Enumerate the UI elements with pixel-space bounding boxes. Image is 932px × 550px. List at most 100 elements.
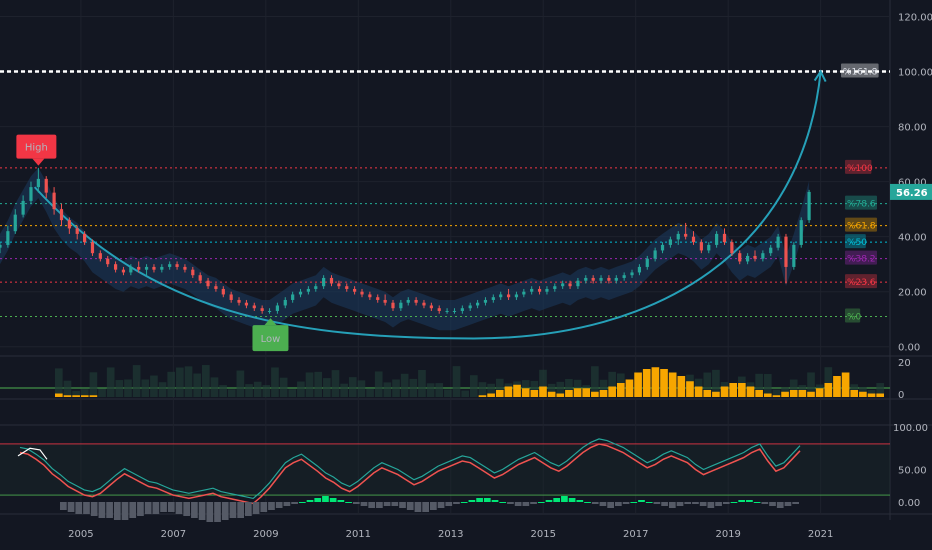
candle-body [561,283,564,286]
chart-root: %161.8 %100 %78.6 %61.8 %50 %38.2 %23.6 %0 High… [0,0,932,550]
hist-bar [345,502,352,503]
candle-body [700,242,703,250]
volume-bg-bar [470,375,478,397]
candle-body [261,308,264,311]
volume-bar [479,395,487,397]
hist-bar [715,502,722,506]
volume-bg-bar [297,382,305,397]
volume-bar [876,394,884,398]
hist-bar [68,502,75,512]
volume-bar [626,380,634,398]
fib-label: %0 [847,312,862,322]
volume-bg-bar [366,388,374,397]
time-axis[interactable]: 2005 2007 2009 2011 2013 2015 2017 2019 2021 [68,529,833,540]
hist-bar [553,498,560,502]
volume-bg-bar [358,380,366,397]
hist-bar [91,502,98,516]
volume-bar [574,388,582,397]
candle-body [753,256,756,259]
chart-svg: %161.8%100%78.6%61.8%50%38.2%23.6%0 High… [0,0,932,550]
volume-bg-bar [107,367,115,397]
volume-bg-bar [55,368,63,397]
volume-bg-bar [323,378,331,397]
candle-body [407,300,410,303]
candle-body [376,297,379,300]
hist-bar [515,502,522,506]
hist-bar [415,502,422,512]
candle-body [76,228,79,234]
volume-bar [868,394,876,398]
candle-body [191,270,194,276]
volume-bg-bar [314,372,322,397]
high-label: High [25,143,48,154]
volume-bar [600,390,608,397]
candle-body [284,300,287,306]
hist-bar [60,502,67,510]
hist-bar [461,502,468,503]
hist-bar [260,502,267,512]
volume-bg-bar [349,377,357,397]
candle-body [530,289,533,292]
volume-bar [678,376,686,397]
volume-bar [556,394,564,398]
candle-body [738,253,741,261]
fib-label: %23.6 [847,278,876,288]
candle-body [599,278,602,281]
hist-bar [222,502,229,520]
candle-body [106,259,109,265]
candle-body [183,267,186,270]
candle-body [630,272,633,275]
time-tick-label: 2019 [715,529,740,540]
candle-body [592,278,595,281]
volume-bg-bar [150,376,158,397]
candle-body [715,234,718,245]
volume-bg-bar [418,370,426,397]
hist-bar [453,502,460,504]
volume-bg-bar [116,380,124,397]
candle-body [168,264,171,267]
hist-bar [723,502,730,504]
hist-bar [353,502,360,504]
candle-body [692,237,695,243]
volume-bg-bar [375,371,383,397]
volume-pane [0,365,890,397]
hist-bar [183,502,190,516]
hist-bar [376,502,383,508]
volume-bg-bar [228,389,236,397]
hist-bar [584,502,591,503]
volume-bg-bar [211,377,219,397]
hist-bar [561,496,568,502]
candle-body [37,179,40,187]
volume-bg-bar [288,389,296,397]
candle-body [29,187,32,201]
candle-body [484,300,487,303]
volume-bar [617,383,625,397]
hist-bar [407,502,414,510]
volume-bar [773,395,781,397]
volume-bg-bar [409,379,417,397]
hist-bar [237,502,244,518]
volume-bar [721,387,729,398]
volume-bar [738,383,746,397]
time-tick-label: 2017 [623,529,648,540]
price-tick-label: 100.00 [898,68,932,79]
candle-body [584,278,587,281]
hist-bar [106,502,113,518]
volume-bar [81,395,89,397]
osc-tick-label: 0.00 [898,498,920,509]
candle-body [68,220,71,228]
price-axis[interactable]: 120.00 100.00 80.00 60.00 40.00 20.00 0.00 56.2… [890,13,932,509]
volume-bar [842,373,850,398]
hist-bar [153,502,160,514]
volume-bg-bar [340,384,348,397]
volume-bg-bar [176,368,184,397]
hist-bar [338,500,345,502]
candle-body [469,305,472,308]
hist-bar [168,502,175,512]
candle-body [654,250,657,258]
hist-bar [284,502,291,506]
hist-bar [399,502,406,508]
candle-body [669,239,672,245]
hist-bar [83,502,90,514]
candle-body [45,179,48,193]
